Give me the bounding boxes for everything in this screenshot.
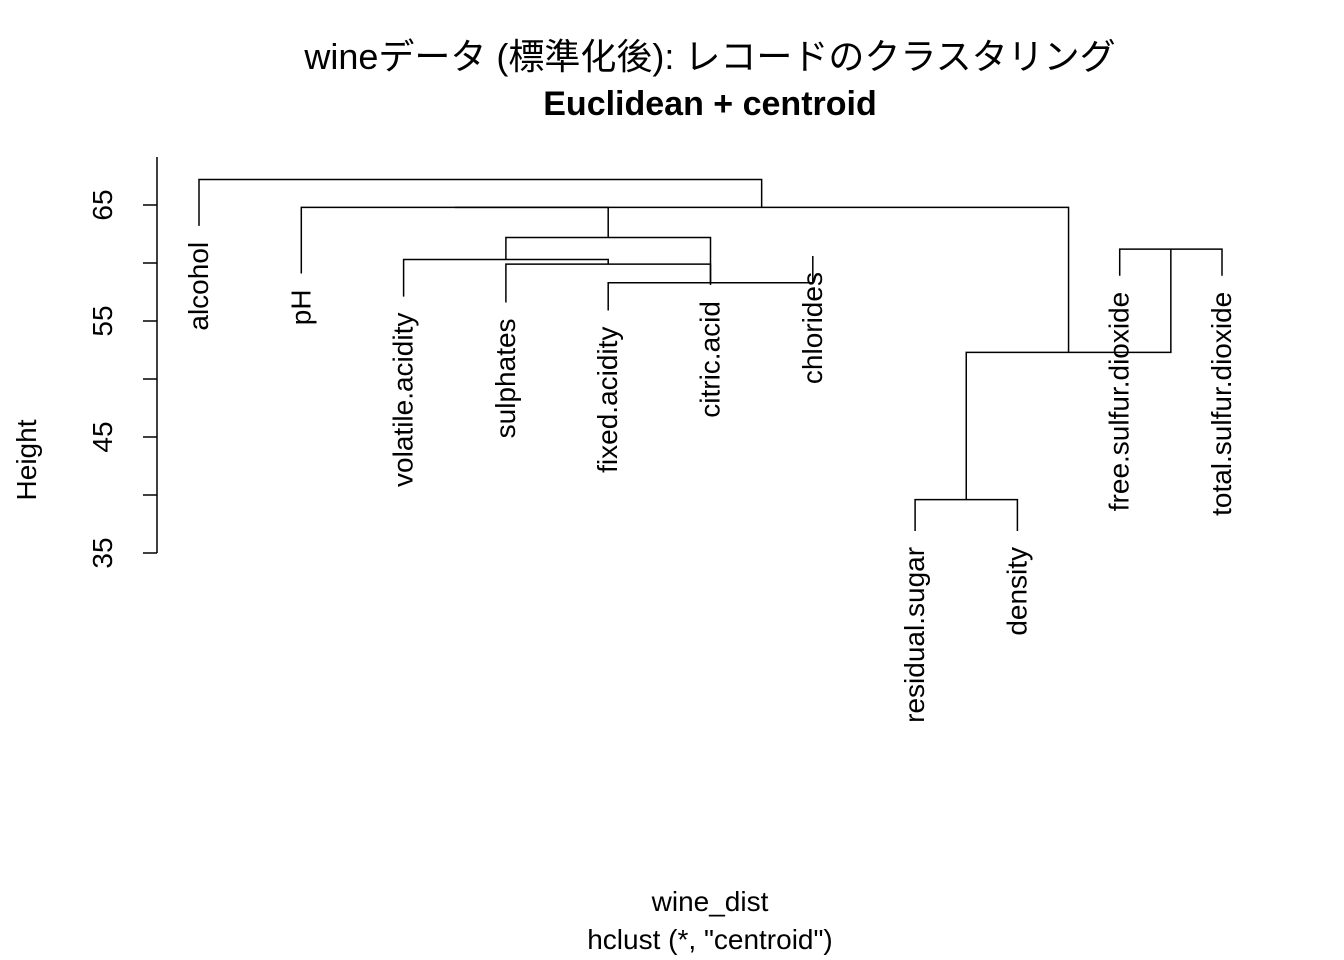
leaf-label: chlorides <box>797 272 828 384</box>
leaf-label: fixed.acidity <box>592 327 623 473</box>
leaf-labels: alcohol pH volatile.acidity sulphates fixed.… <box>183 242 1237 723</box>
y-tick-label: 65 <box>87 189 118 220</box>
leaf-label: sulphates <box>490 318 521 438</box>
y-axis: 35 45 55 65 <box>87 157 158 569</box>
y-tick-label: 45 <box>87 421 118 452</box>
dendrogram-branch <box>454 206 1070 353</box>
y-tick-label: 55 <box>87 305 118 336</box>
y-tick-label: 35 <box>87 537 118 568</box>
leaf-label: density <box>1001 547 1032 636</box>
chart-subtitle: Euclidean + centroid <box>543 85 876 123</box>
leaf-label: total.sulfur.dioxide <box>1206 292 1237 516</box>
leaf-label: citric.acid <box>695 301 726 418</box>
leaf-label: volatile.acidity <box>388 313 419 487</box>
dendrogram-branches <box>198 178 1223 531</box>
leaf-label: alcohol <box>183 242 214 331</box>
leaf-label: pH <box>285 289 316 325</box>
chart-title: wineデータ (標準化後): レコードのクラスタリング <box>303 36 1115 77</box>
y-axis-label: Height <box>11 419 42 500</box>
dendrogram-branch <box>198 178 763 226</box>
dendrogram-branch <box>914 498 1019 531</box>
leaf-label: residual.sugar <box>899 547 930 723</box>
x-axis-label: wine_dist <box>651 886 769 917</box>
leaf-label: free.sulfur.dioxide <box>1104 292 1135 511</box>
x-axis-sublabel: hclust (*, "centroid") <box>587 924 833 955</box>
